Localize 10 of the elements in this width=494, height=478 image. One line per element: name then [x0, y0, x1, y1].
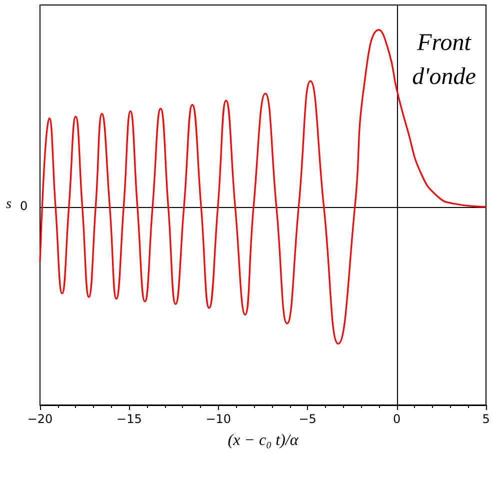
text: 0	[20, 198, 28, 213]
x-tick-label: −20	[27, 412, 53, 426]
x-tick-label: −5	[298, 412, 316, 426]
x-tick-label: 5	[482, 412, 490, 426]
x-tick-label: 0	[392, 412, 401, 426]
annotation: Front d'onde	[411, 29, 477, 92]
x-tick-label: −10	[206, 412, 232, 426]
x-axis-title: (x − c₀ t)/α	[226, 432, 300, 450]
y-axis-title: s	[6, 196, 12, 213]
x-tick-label: −15	[116, 412, 142, 426]
